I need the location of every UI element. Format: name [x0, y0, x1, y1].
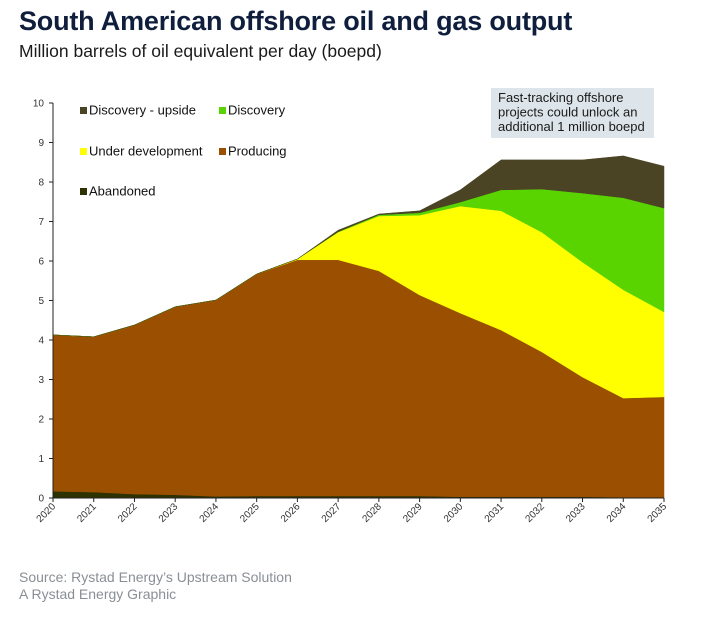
y-tick-label: 6 [38, 257, 44, 268]
annotation-background [491, 88, 654, 138]
legend-item-under-development: Under development [80, 144, 203, 159]
x-tick-label: 2026 [279, 501, 303, 525]
y-tick-label: 8 [38, 178, 44, 189]
x-tick-label: 2033 [564, 501, 588, 525]
chart-subtitle: Million barrels of oil equivalent per da… [19, 41, 382, 61]
legend-item-abandoned: Abandoned [80, 184, 156, 199]
source-text: Source: Rystad Energy’s Upstream Solutio… [19, 569, 292, 585]
area-discovery-upside [52, 155, 665, 338]
credit-text: A Rystad Energy Graphic [19, 586, 177, 602]
x-tick-label: 2030 [442, 501, 466, 525]
x-tick-label: 2034 [605, 501, 629, 525]
legend-label: Producing [228, 144, 287, 159]
x-tick-label: 2035 [646, 501, 670, 525]
x-tick-label: 2022 [116, 501, 140, 525]
legend-swatch [80, 107, 87, 114]
legend-swatch [80, 148, 87, 155]
x-tick-label: 2021 [75, 501, 99, 525]
annotation-line: additional 1 million boepd [498, 119, 645, 134]
legend-label: Discovery - upside [89, 103, 196, 118]
annotation-line: projects could unlock an [498, 105, 637, 120]
y-tick-label: 4 [38, 336, 44, 347]
chart-title: South American offshore oil and gas outp… [19, 6, 573, 36]
legend-item-discovery-upside: Discovery - upside [80, 103, 196, 118]
legend-label: Abandoned [89, 184, 156, 199]
legend-swatch [219, 148, 226, 155]
y-tick-label: 3 [38, 375, 44, 386]
annotation-line: Fast-tracking offshore [498, 90, 623, 105]
y-tick-label: 2 [38, 415, 44, 426]
legend-label: Under development [89, 144, 203, 159]
x-tick-label: 2027 [320, 501, 344, 525]
x-tick-label: 2023 [157, 501, 181, 525]
x-tick-label: 2024 [198, 501, 222, 525]
x-tick-label: 2020 [35, 501, 59, 525]
area-layers [52, 155, 665, 499]
legend-item-discovery: Discovery [219, 103, 286, 118]
x-tick-label: 2031 [483, 501, 507, 525]
y-tick-label: 5 [38, 296, 44, 307]
x-tick-label: 2029 [401, 501, 425, 525]
y-tick-label: 10 [33, 99, 45, 110]
legend: Discovery - upside Discovery Under develop… [80, 103, 287, 199]
y-tick-label: 9 [38, 138, 44, 149]
legend-label: Discovery [228, 103, 286, 118]
y-tick-label: 7 [38, 217, 44, 228]
legend-item-producing: Producing [219, 144, 287, 159]
y-tick-label: 0 [38, 494, 44, 505]
x-tick-label: 2032 [523, 501, 547, 525]
x-tick-label: 2028 [360, 501, 384, 525]
legend-swatch [219, 107, 226, 114]
y-tick-label: 1 [38, 454, 44, 465]
x-tick-label: 2025 [238, 501, 262, 525]
source-note: Source: Rystad Energy’s Upstream Solutio… [19, 569, 292, 603]
legend-swatch [80, 188, 87, 195]
